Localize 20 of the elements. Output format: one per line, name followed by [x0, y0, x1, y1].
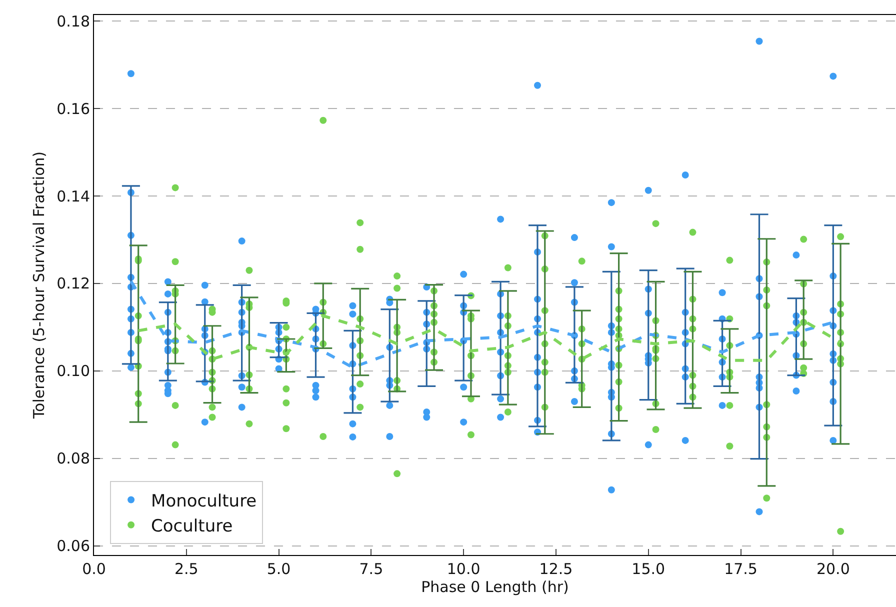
x-axis-title: Phase 0 Length (hr) [421, 578, 569, 596]
x-tick-label: 17.5 [724, 560, 758, 578]
x-tick-label: 5.0 [266, 560, 291, 578]
legend-label: Coculture [151, 516, 233, 536]
y-tick-label: 0.06 [56, 537, 90, 556]
y-tick-label: 0.12 [56, 274, 90, 293]
y-tick-label: 0.08 [56, 450, 90, 468]
x-tick-label: 2.5 [174, 560, 198, 578]
legend-label: Monoculture [151, 491, 257, 512]
y-tick-label: 0.18 [56, 12, 90, 30]
y-tick-label: 0.14 [56, 187, 90, 206]
x-tick-label: 7.5 [359, 560, 384, 578]
x-tick-label: 0.0 [82, 560, 106, 578]
x-tick-label: 10.0 [446, 560, 480, 578]
y-tick-label: 0.10 [56, 362, 90, 380]
x-tick-label: 15.0 [632, 560, 666, 578]
x-tick-label: 20.0 [816, 560, 850, 578]
x-tick-label: 12.5 [539, 560, 573, 578]
y-axis-title: Tolerance (5-hour Survival Fraction) [30, 151, 48, 420]
y-tick-label: 0.16 [56, 100, 90, 118]
